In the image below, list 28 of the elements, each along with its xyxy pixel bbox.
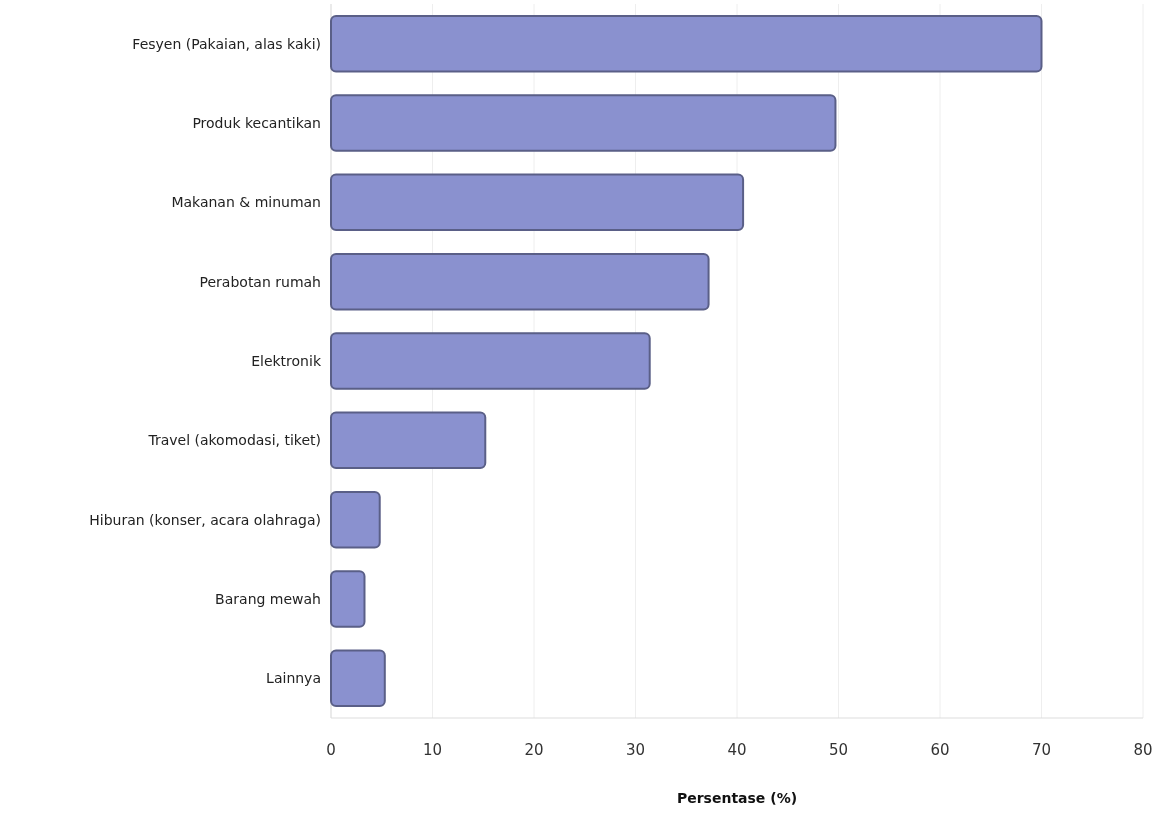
bar: [330, 14, 1043, 73]
y-tick-label: Lainnya: [266, 670, 321, 687]
x-tick-label: 20: [524, 741, 544, 759]
x-tick-label: 50: [828, 741, 849, 759]
x-tick-label: 40: [727, 741, 747, 759]
y-tick-label: Produk kecantikan: [192, 114, 321, 131]
y-tick-label: Perabotan rumah: [199, 273, 321, 290]
y-tick-label: Makanan & minuman: [171, 194, 321, 211]
y-tick-label: Travel (akomodasi, tiket): [147, 432, 321, 449]
bar: [330, 649, 386, 708]
bar: [330, 490, 381, 549]
y-tick-label: Fesyen (Pakaian, alas kaki): [132, 35, 321, 52]
x-tick-label: 30: [625, 741, 646, 759]
y-tick-label: Hiburan (konser, acara olahraga): [89, 511, 321, 528]
bar: [330, 332, 651, 390]
bar: [330, 94, 837, 152]
x-axis-title: Persentase (%): [676, 790, 798, 806]
x-tick-label: 0: [326, 741, 336, 759]
bar: [330, 173, 745, 232]
x-tick-label: 80: [1133, 741, 1153, 759]
x-tick-label: 10: [422, 741, 443, 759]
bar: [330, 411, 487, 470]
bar: [330, 252, 710, 311]
x-tick-label: 60: [930, 741, 950, 759]
bar: [330, 570, 366, 628]
y-tick-label: Elektronik: [251, 352, 322, 369]
y-tick-label: Barang mewah: [215, 590, 321, 607]
x-tick-label: 70: [1031, 741, 1052, 759]
